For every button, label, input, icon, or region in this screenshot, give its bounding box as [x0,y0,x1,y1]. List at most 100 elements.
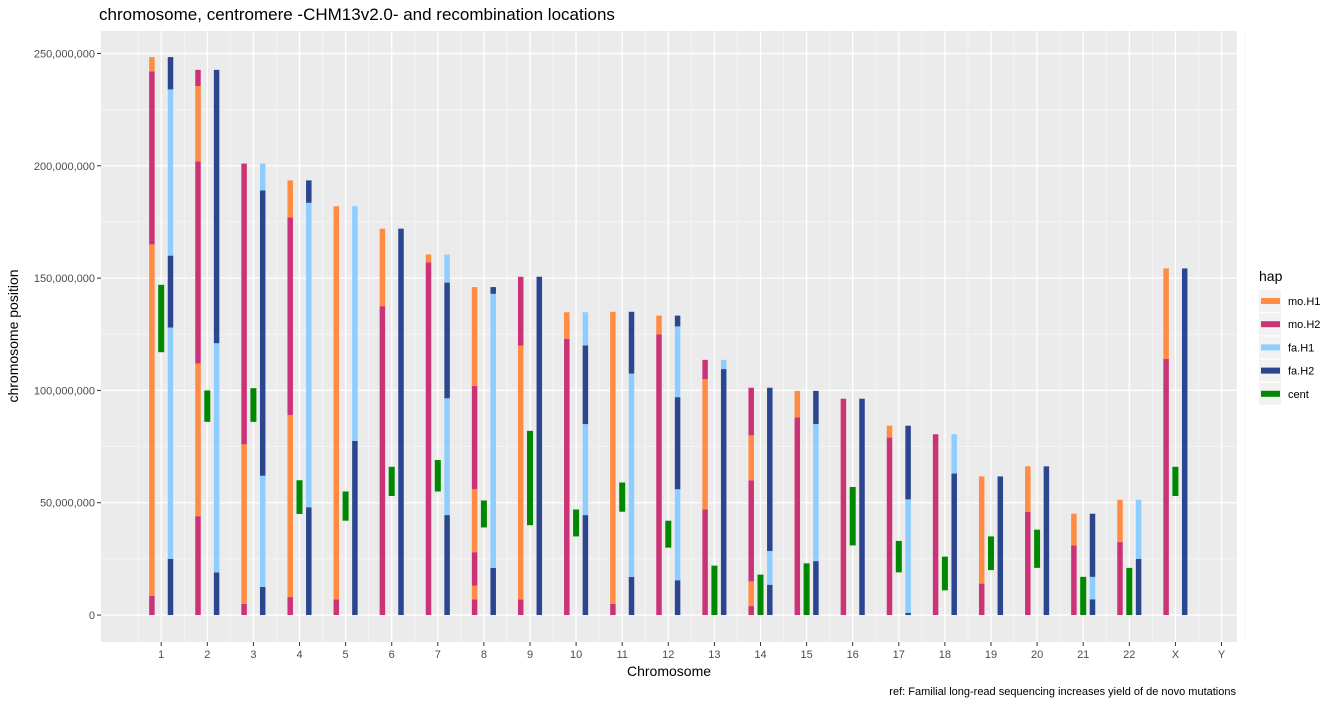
bar-segment-chr21-mo.H2 [1071,545,1077,616]
x-tick-label: 16 [847,649,859,661]
bar-segment-chr2-fa.H1 [213,343,220,573]
bar-segment-chr11-fa.H2 [628,576,635,616]
legend: hap mo.H1 mo.H2 fa.H1 fa.H2 cent [1259,268,1320,405]
bar-segment-chr4-mo.H2 [287,217,293,416]
bar-segment-chr1-fa.H2 [167,57,174,90]
legend-swatch [1261,298,1280,304]
bar-segment-chr10-fa.H2 [582,515,589,616]
bar-segment-chr17-mo.H2 [886,437,893,616]
bar-segment-chr19-mo.H1 [978,476,985,584]
legend-swatch [1261,321,1280,328]
bar-segment-chr7-mo.H1 [425,254,432,263]
legend-label: mo.H1 [1288,296,1320,308]
bar-segment-chr8-mo.H2 [471,552,478,586]
bar-segment-chr7-fa.H2 [444,515,450,616]
x-tick-label: 9 [527,649,533,661]
bar-segment-chr13-mo.H2 [702,509,708,616]
bar-segment-chr1-fa.H2 [167,558,174,616]
bar-segment-chr19-fa.H2 [997,476,1004,616]
bar-segment-chr1-fa.H1 [167,89,174,256]
bar-segment-chr14-fa.H2 [767,584,773,616]
bar-segment-chr15-mo.H1 [794,390,801,418]
bar-segment-chr14-fa.H1 [767,551,773,585]
y-tick-label: 100,000,000 [34,385,95,397]
bars [149,57,1188,616]
bar-segment-chr4-mo.H1 [287,180,293,218]
bar-segment-chr16-mo.H2 [840,398,847,616]
bar-segment-chr21-fa.H2 [1089,599,1096,616]
x-tick-label: 18 [939,649,951,661]
bar-segment-chr2-fa.H2 [213,572,220,616]
bar-segment-chr8-fa.H2 [490,567,496,616]
y-tick-label: 50,000,000 [40,498,95,510]
bar-segment-chr4-fa.H2 [306,180,312,203]
bar-segment-chr7-cent [434,460,441,492]
bar-segment-chr11-fa.H1 [628,373,635,577]
bar-segment-chr13-fa.H1 [720,359,727,370]
bar-segment-chr3-mo.H2 [241,163,247,445]
bar-segment-chr8-mo.H2 [471,599,478,616]
bar-segment-chr6-mo.H2 [379,306,386,616]
bar-segment-chr13-mo.H2 [702,359,708,380]
x-tick-label: Y [1218,649,1226,661]
x-tick-label: 7 [435,649,441,661]
x-tick-label: 13 [708,649,720,661]
bar-segment-chr22-cent [1126,567,1133,616]
bar-segment-chr2-mo.H1 [195,363,201,517]
bar-segment-chr10-fa.H2 [582,345,589,425]
plot-panel [101,31,1237,642]
bar-segment-chr4-fa.H2 [306,507,312,616]
bar-segment-chr4-mo.H1 [287,415,293,598]
bar-segment-chr6-mo.H1 [379,228,386,307]
bar-segment-chr9-mo.H2 [517,599,524,616]
x-tick-label: 3 [250,649,256,661]
bar-segment-chrX-mo.H2 [1163,358,1169,616]
bar-segment-chr12-fa.H2 [674,397,681,490]
bar-segment-chr8-cent [480,500,487,528]
bar-segment-chr1-fa.H2 [167,255,174,328]
bar-segment-chr2-cent [204,390,211,422]
bar-segment-chr7-fa.H1 [444,398,450,516]
bar-segment-chr19-cent [988,536,994,571]
bar-segment-chr5-mo.H2 [333,599,340,616]
bar-segment-chr8-mo.H2 [471,385,478,490]
bar-segment-chr12-mo.H1 [656,315,662,335]
bar-segment-chr7-fa.H2 [444,282,450,399]
bar-segment-chr3-fa.H2 [259,190,266,476]
bar-segment-chr14-mo.H2 [748,480,754,582]
bar-segment-chr10-fa.H1 [582,312,589,346]
bar-segment-chr22-fa.H1 [1135,499,1142,559]
bar-segment-chr1-mo.H2 [149,71,155,245]
bar-segment-chr10-fa.H1 [582,424,589,516]
bar-segment-chr15-fa.H2 [813,561,819,616]
bar-segment-chr7-fa.H1 [444,254,450,283]
x-tick-label: 21 [1077,649,1089,661]
bar-segment-chr21-cent [1080,576,1087,616]
bar-segment-chr14-cent [757,574,764,616]
bar-segment-chr6-fa.H2 [398,228,404,616]
legend-label: mo.H2 [1288,319,1320,331]
bar-segment-chr11-mo.H2 [610,603,616,616]
bar-segment-chr15-fa.H2 [813,390,819,425]
y-axis: 0 50,000,000 100,000,000 150,000,000 200,000… [34,48,101,622]
legend-label: cent [1288,389,1309,401]
bar-segment-chr15-mo.H2 [794,417,801,616]
bar-segment-chr14-mo.H1 [748,581,754,607]
bar-segment-chr13-cent [711,565,718,616]
grid-major [101,31,1237,642]
bar-segment-chr8-mo.H1 [471,287,478,386]
bar-segment-chr5-fa.H2 [352,440,358,616]
bar-segment-chr3-fa.H1 [259,475,266,587]
bar-segment-chr8-mo.H1 [471,489,478,553]
bar-segment-chr16-cent [849,487,856,546]
bar-segment-chr20-fa.H2 [1043,466,1050,616]
bar-segment-chr16-fa.H2 [859,398,865,616]
bar-segment-chr20-cent [1034,529,1041,568]
bar-segment-chr12-mo.H2 [656,334,662,616]
chart-title: chromosome, centromere -CHM13v2.0- and r… [99,5,615,24]
bar-segment-chr17-fa.H2 [905,612,911,616]
x-tick-label: 22 [1123,649,1135,661]
bar-segment-chr21-mo.H1 [1071,513,1077,546]
bar-segment-chr1-mo.H1 [149,57,155,72]
